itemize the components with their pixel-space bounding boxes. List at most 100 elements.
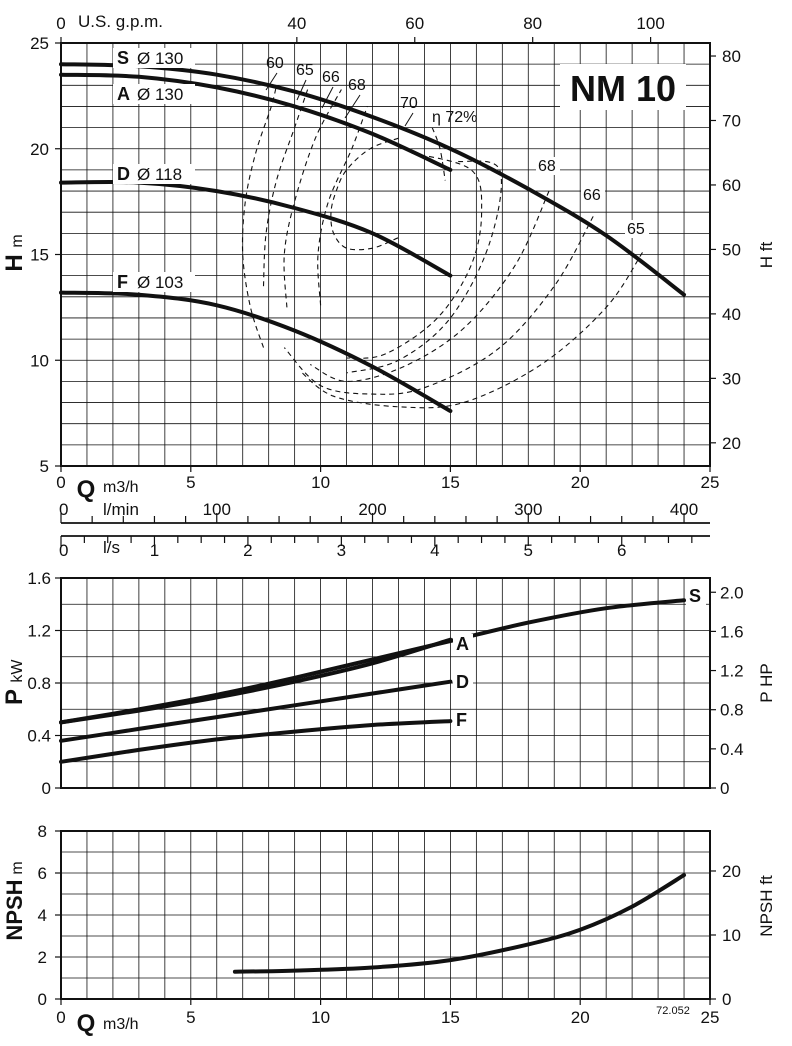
power-yright-tick-label: 0 (720, 779, 729, 798)
head-curve-diameter-D: Ø 118 (137, 165, 182, 184)
head-x-tick-label: 20 (571, 473, 590, 492)
power-yright-tick-label: 1.6 (720, 622, 744, 641)
head-top-tick-label: 80 (523, 14, 542, 33)
efficiency-label: η 72% (432, 109, 477, 126)
label-bg (113, 272, 195, 292)
label-bg (453, 710, 473, 730)
power-yright-tick-label: 1.2 (720, 662, 744, 681)
power-yright-tick-label: 0.4 (720, 740, 744, 759)
power-y-tick-label: 0.4 (27, 727, 51, 746)
head-curve-D (59, 179, 453, 278)
npsh-y-right-label: NPSH ft (757, 875, 776, 937)
head-top-tick-label: 40 (287, 14, 306, 33)
npsh-y-tick-label: 6 (38, 864, 47, 883)
power-y-tick-label: 1.6 (27, 569, 51, 588)
npsh-grid (61, 831, 710, 999)
label-bg (113, 84, 195, 104)
chart-title: NM 10 (570, 68, 676, 109)
head-x-tick-label: 10 (311, 473, 330, 492)
npsh-y-axis-main: NPSH (2, 879, 27, 940)
efficiency-leader (265, 72, 278, 91)
efficiency-label: 68 (538, 158, 556, 175)
ls-axis-label: l/s (103, 538, 120, 557)
head-top-axis-label: U.S. g.p.m. (78, 12, 163, 31)
npsh-yright-tick-label: 10 (722, 926, 741, 945)
ls-tick-label: 5 (524, 541, 533, 560)
npsh-y-tick-label: 4 (38, 906, 47, 925)
power-curve-A (59, 637, 453, 725)
power-y-right-label-text: P HP (757, 663, 776, 702)
head-yright-tick-label: 20 (722, 434, 741, 453)
power-curve-label-F: F (456, 710, 467, 730)
label-bg (652, 1003, 694, 1016)
efficiency-contour (346, 152, 483, 359)
npsh-y-axis-unit: m (9, 861, 26, 874)
npsh-y-right-label-text: NPSH ft (757, 875, 776, 937)
label-bg (581, 186, 605, 204)
ls-tick-label: 6 (617, 541, 626, 560)
npsh-yright-tick-label: 0 (722, 990, 731, 1009)
efficiency-leader (296, 79, 307, 101)
power-curve-label-A: A (456, 634, 469, 654)
efficiency-contour (241, 85, 278, 348)
label-bg (536, 157, 560, 175)
npsh-y-axis-label: NPSH m (2, 861, 27, 940)
efficiency-label: 66 (583, 187, 601, 204)
power-grid (61, 578, 710, 788)
head-y-tick-label: 5 (40, 457, 49, 476)
head-y-tick-label: 10 (30, 351, 49, 370)
head-y-right-label: H ft (757, 242, 776, 269)
efficiency-contour (283, 89, 342, 308)
head-x-axis-main: Q (77, 476, 96, 503)
head-curve-F (59, 290, 453, 413)
head-y-right-label-text: H ft (757, 242, 776, 269)
head-curve-diameter-S: Ø 130 (137, 49, 183, 68)
npsh-x-tick-label: 25 (701, 1008, 720, 1027)
head-yright-tick-label: 70 (722, 111, 741, 130)
power-y-tick-label: 1.2 (27, 622, 51, 641)
head-yright-tick-label: 50 (722, 240, 741, 259)
head-curve-label-S: S (117, 48, 129, 68)
ls-tick-label: 3 (337, 541, 346, 560)
label-bg (113, 164, 195, 184)
lmin-tick-label: 100 (203, 500, 231, 519)
power-y-axis-label: PkW (1, 659, 28, 705)
efficiency-leader (344, 94, 361, 119)
lmin-tick-label: 0 (59, 500, 68, 519)
efficiency-label: 66 (322, 69, 340, 86)
npsh-x-tick-label: 0 (56, 1008, 65, 1027)
power-y-axis-unit: kW (9, 659, 26, 683)
head-top-tick-label: 0 (56, 14, 65, 33)
efficiency-contour (309, 190, 550, 382)
ls-tick-label: 1 (150, 541, 159, 560)
efficiency-contour (299, 252, 643, 409)
efficiency-contour (283, 216, 594, 395)
efficiency-contour (262, 89, 309, 287)
npsh-chart: 0 2 4 6 8 0 10 20 0 5 10 15 20 25 NPSH m NPSH ft Q m3/h 72.… (2, 822, 776, 1037)
efficiency-label: 60 (266, 55, 284, 72)
power-y-axis-main: P (1, 689, 28, 705)
npsh-curve (232, 873, 686, 974)
power-chart: 0 0.4 0.8 1.2 1.6 0 0.4 0.8 1.2 1.6 2.0 PkW P HP S ADF (1, 569, 776, 798)
head-yright-tick-label: 30 (722, 369, 741, 388)
head-x-tick-label: 0 (56, 473, 65, 492)
figure-code: 72.052 (656, 1005, 690, 1017)
head-curve-diameter-F: Ø 103 (137, 273, 183, 292)
head-yright-tick-label: 60 (722, 176, 741, 195)
head-y-axis-label: Hm (1, 234, 28, 271)
ls-tick-label: 4 (430, 541, 439, 560)
npsh-x-tick-label: 5 (186, 1008, 195, 1027)
power-yright-tick-label: 0.8 (720, 701, 744, 720)
lmin-axis-label: l/min (103, 500, 139, 519)
npsh-x-tick-label: 10 (311, 1008, 330, 1027)
ls-tick-label: 2 (243, 541, 252, 560)
efficiency-label: 68 (348, 77, 366, 94)
head-y-axis-unit: m (9, 234, 26, 247)
lmin-tick-label: 400 (670, 500, 698, 519)
efficiency-contour (346, 160, 502, 374)
efficiency-label: 65 (627, 221, 645, 238)
efficiency-label: 70 (400, 95, 418, 112)
head-top-tick-label: 60 (405, 14, 424, 33)
